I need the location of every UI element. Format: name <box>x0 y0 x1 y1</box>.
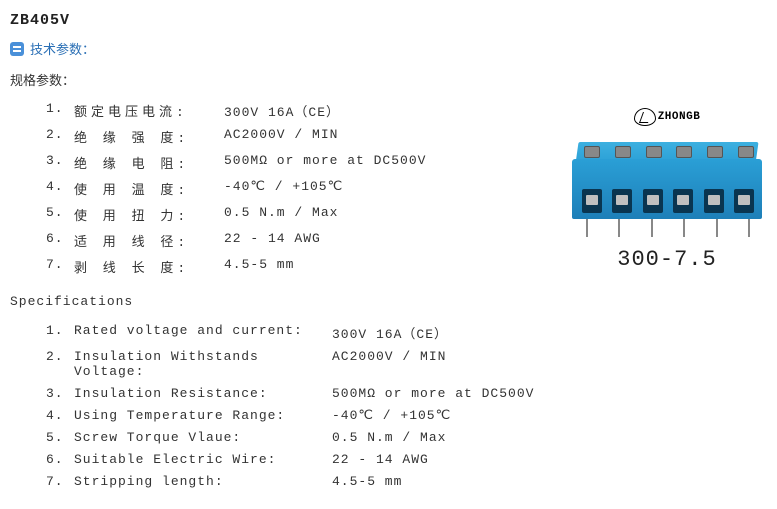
port-icon <box>643 189 663 213</box>
spec-value: -40℃ / +105℃ <box>224 179 343 198</box>
spec-value: 22 - 14 AWG <box>224 231 321 250</box>
spec-label: 额定电压电流: <box>74 101 224 120</box>
spec-value: 500MΩ or more at DC500V <box>224 153 426 172</box>
pin-icon <box>586 219 588 237</box>
product-title: ZB405V <box>10 12 767 29</box>
tech-params-label: 技术参数： <box>30 39 95 58</box>
spec-value: AC2000V / MIN <box>332 349 446 379</box>
screw-icon <box>738 146 754 158</box>
spec-num: 5. <box>46 205 74 224</box>
spec-value: 300V 16A（CE） <box>332 323 448 342</box>
spec-row: 2.Insulation Withstands Voltage:AC2000V … <box>46 349 767 379</box>
spec-num: 7. <box>46 257 74 276</box>
spec-num: 2. <box>46 349 74 379</box>
spec-num: 1. <box>46 323 74 342</box>
spec-label: Insulation Resistance: <box>74 386 332 401</box>
brand-logo: ZHONGB <box>567 108 767 126</box>
port-icon <box>582 189 602 213</box>
screw-icon <box>615 146 631 158</box>
screw-icon <box>676 146 692 158</box>
list-icon <box>10 42 24 56</box>
port-icon <box>734 189 754 213</box>
screw-icon <box>707 146 723 158</box>
spec-value: 300V 16A（CE） <box>224 101 340 120</box>
spec-label: Stripping length: <box>74 474 332 489</box>
spec-row: 7.Stripping length:4.5-5 mm <box>46 474 767 489</box>
spec-value: 500MΩ or more at DC500V <box>332 386 534 401</box>
spec-label: 绝 缘 电 阻: <box>74 153 224 172</box>
spec-num: 2. <box>46 127 74 146</box>
spec-row: 4.Using Temperature Range:-40℃ / +105℃ <box>46 408 767 423</box>
logo-mark-icon <box>634 108 656 126</box>
spec-label: Insulation Withstands Voltage: <box>74 349 332 379</box>
spec-row: 6.Suitable Electric Wire:22 - 14 AWG <box>46 452 767 467</box>
spec-num: 1. <box>46 101 74 120</box>
spec-heading-cn: 规格参数： <box>10 70 767 89</box>
port-icon <box>612 189 632 213</box>
product-model: 300-7.5 <box>567 247 767 272</box>
brand-text: ZHONGB <box>658 111 701 123</box>
spec-list-en: 1.Rated voltage and current:300V 16A（CE）… <box>46 323 767 489</box>
port-row <box>582 189 754 213</box>
product-image-area: ZHONGB 300-7.5 <box>567 108 767 272</box>
pin-icon <box>618 219 620 237</box>
spec-label: 剥 线 长 度: <box>74 257 224 276</box>
spec-value: 22 - 14 AWG <box>332 452 429 467</box>
spec-label: 使 用 温 度: <box>74 179 224 198</box>
tech-params-row: 技术参数： <box>10 39 767 58</box>
spec-label: Suitable Electric Wire: <box>74 452 332 467</box>
spec-num: 6. <box>46 231 74 250</box>
spec-value: 4.5-5 mm <box>224 257 294 276</box>
spec-num: 3. <box>46 386 74 401</box>
spec-label: Screw Torque Vlaue: <box>74 430 332 445</box>
pin-row <box>586 219 750 237</box>
pin-icon <box>651 219 653 237</box>
spec-row: 3.Insulation Resistance:500MΩ or more at… <box>46 386 767 401</box>
spec-value: 4.5-5 mm <box>332 474 402 489</box>
screw-icon <box>584 146 600 158</box>
spec-label: Rated voltage and current: <box>74 323 332 342</box>
spec-label: 使 用 扭 力: <box>74 205 224 224</box>
screw-icon <box>646 146 662 158</box>
spec-value: 0.5 N.m / Max <box>224 205 338 224</box>
connector-illustration <box>572 132 762 237</box>
spec-num: 6. <box>46 452 74 467</box>
spec-value: AC2000V / MIN <box>224 127 338 146</box>
pin-icon <box>716 219 718 237</box>
spec-label: Using Temperature Range: <box>74 408 332 423</box>
port-icon <box>704 189 724 213</box>
spec-value: -40℃ / +105℃ <box>332 408 451 423</box>
spec-num: 5. <box>46 430 74 445</box>
spec-heading-en: Specifications <box>10 294 767 309</box>
port-icon <box>673 189 693 213</box>
spec-label: 适 用 线 径: <box>74 231 224 250</box>
spec-label: 绝 缘 强 度: <box>74 127 224 146</box>
screw-row <box>584 146 754 158</box>
spec-row: 1.Rated voltage and current:300V 16A（CE） <box>46 323 767 342</box>
spec-num: 4. <box>46 408 74 423</box>
spec-num: 3. <box>46 153 74 172</box>
spec-row: 5.Screw Torque Vlaue:0.5 N.m / Max <box>46 430 767 445</box>
spec-value: 0.5 N.m / Max <box>332 430 446 445</box>
spec-num: 7. <box>46 474 74 489</box>
spec-num: 4. <box>46 179 74 198</box>
pin-icon <box>748 219 750 237</box>
pin-icon <box>683 219 685 237</box>
